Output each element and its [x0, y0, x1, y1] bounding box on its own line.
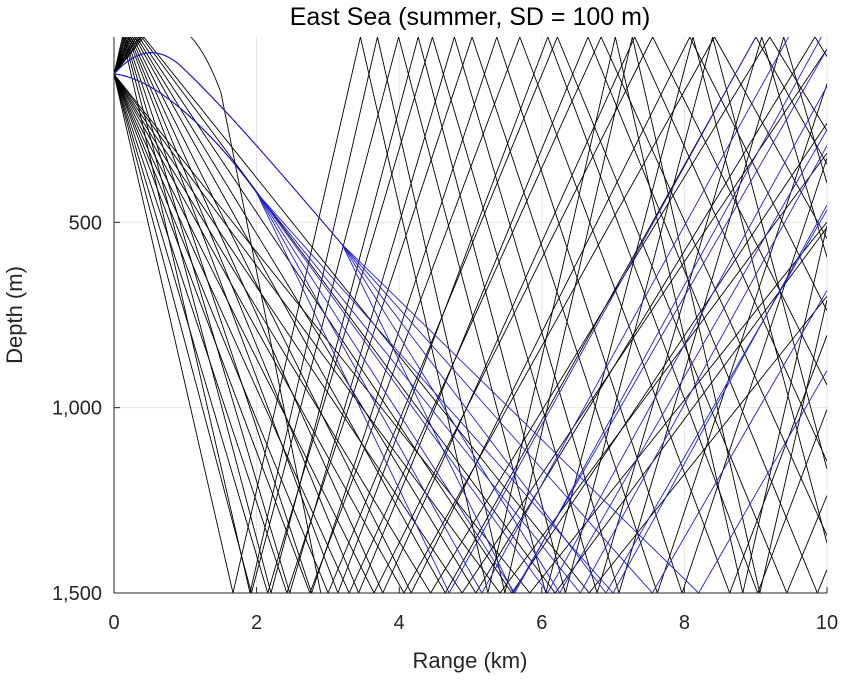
- x-tick-label: 8: [679, 612, 690, 634]
- ray-path: [114, 37, 827, 593]
- axes: [113, 37, 827, 594]
- chart-title: East Sea (summer, SD = 100 m): [290, 3, 651, 31]
- x-tick-label: 6: [536, 612, 547, 634]
- ray-path: [114, 52, 827, 593]
- ray-path: [114, 37, 827, 593]
- ray-path: [114, 37, 827, 593]
- y-tick-labels: 500 1,000 1,500: [52, 212, 120, 605]
- ray-path: [114, 37, 827, 593]
- ray-path: [114, 37, 827, 593]
- y-tick-label: 500: [69, 212, 102, 234]
- ray-path: [114, 37, 827, 593]
- ray-path: [114, 37, 827, 593]
- x-tick-labels: 0 2 4 6 8 10: [108, 587, 838, 634]
- ray-path: [114, 48, 827, 593]
- ray-path: [114, 73, 827, 593]
- ray-path: [114, 37, 827, 593]
- ray-path: [114, 37, 827, 593]
- ray-path: [114, 37, 827, 593]
- ray-paths: [114, 37, 827, 593]
- ray-path: [114, 37, 827, 593]
- ray-path: [114, 73, 827, 593]
- x-tick-label: 4: [394, 612, 405, 634]
- y-tick-label: 1,000: [52, 398, 102, 420]
- ray-path: [114, 73, 827, 593]
- ray-path: [114, 37, 827, 593]
- ray-path: [114, 37, 827, 593]
- ray-path: [114, 37, 322, 593]
- x-axis-label: Range (km): [413, 648, 528, 673]
- ray-path: [114, 37, 827, 593]
- x-tick-label: 0: [108, 612, 119, 634]
- y-tick-label: 1,500: [52, 583, 102, 605]
- y-axis-label: Depth (m): [2, 266, 27, 364]
- ray-path: [114, 37, 827, 593]
- x-tick-label: 10: [816, 612, 838, 634]
- x-tick-label: 2: [251, 612, 262, 634]
- ray-path: [114, 37, 827, 593]
- ray-path: [114, 37, 827, 593]
